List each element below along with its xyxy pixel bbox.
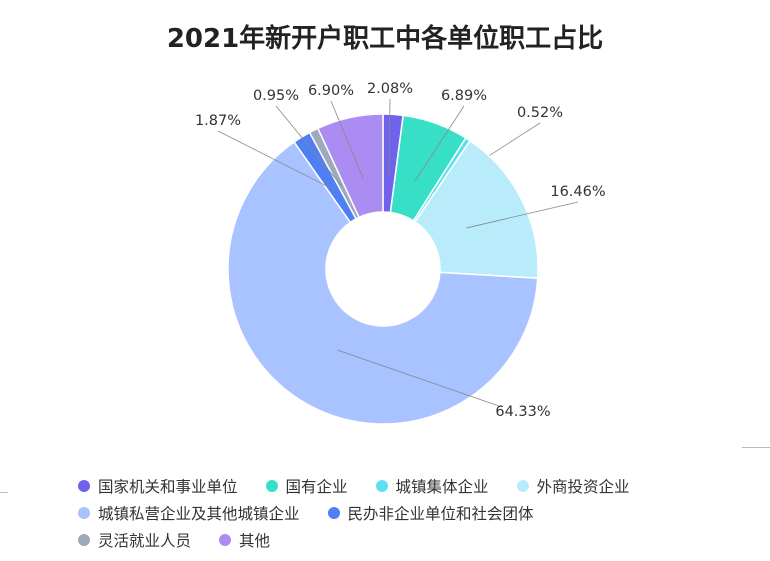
legend-label: 民办非企业单位和社会团体 [347,504,534,523]
legend-row: 国家机关和事业单位 国有企业 城镇集体企业 外商投资企业 [78,472,728,499]
legend-label: 国有企业 [285,477,348,496]
legend-marker [219,533,232,546]
leader-line [388,98,391,177]
legend-label: 外商投资企业 [536,477,630,496]
legend-label: 国家机关和事业单位 [98,477,238,496]
data-label: 6.89% [441,88,487,104]
legend-label: 城镇私营企业及其他城镇企业 [98,504,300,523]
pie-slice[interactable] [316,113,384,219]
leader-line [414,105,465,182]
legend: 国家机关和事业单位 国有企业 城镇集体企业 外商投资企业 城镇私营企业及其他城镇… [78,472,728,553]
leader-line [275,105,342,187]
legend-label: 城镇集体企业 [395,477,489,496]
legend-marker [516,479,529,492]
edge-divider [0,492,8,493]
legend-item[interactable]: 民办非企业单位和社会团体 [327,502,534,524]
legend-marker [78,479,90,492]
legend-item[interactable]: 灵活就业人员 [78,529,191,551]
leader-line [330,100,364,179]
legend-item[interactable]: 外商投资企业 [516,475,630,497]
pie-slice[interactable] [227,140,539,425]
legend-marker [327,506,340,519]
legend-item[interactable]: 城镇私营企业及其他城镇企业 [78,502,300,524]
data-label: 16.46% [550,184,605,200]
chart-title: 2021年新开户职工中各单位职工占比 [166,24,604,54]
legend-item[interactable]: 城镇集体企业 [375,475,489,497]
leader-line [217,130,335,191]
legend-marker [375,479,388,492]
data-label: 6.90% [308,83,354,99]
leader-line [337,349,500,407]
legend-marker [265,479,278,492]
legend-item[interactable]: 国有企业 [265,475,348,497]
legend-item[interactable]: 国家机关和事业单位 [78,475,238,497]
legend-row: 城镇私营企业及其他城镇企业 民办非企业单位和社会团体 [78,499,728,526]
legend-item[interactable]: 其他 [219,529,270,551]
legend-marker [78,506,90,519]
data-label: 2.08% [367,81,413,97]
leader-line [466,201,579,229]
legend-marker [78,533,90,546]
edge-divider [742,447,770,448]
legend-row: 灵活就业人员 其他 [78,526,728,553]
legend-label: 灵活就业人员 [98,531,192,550]
data-label: 64.33% [495,404,550,420]
pie-slice[interactable] [413,139,539,280]
data-label: 1.87% [195,113,241,129]
data-label: 0.95% [253,88,299,104]
data-label: 0.52% [517,105,563,121]
legend-label: 其他 [239,531,271,550]
